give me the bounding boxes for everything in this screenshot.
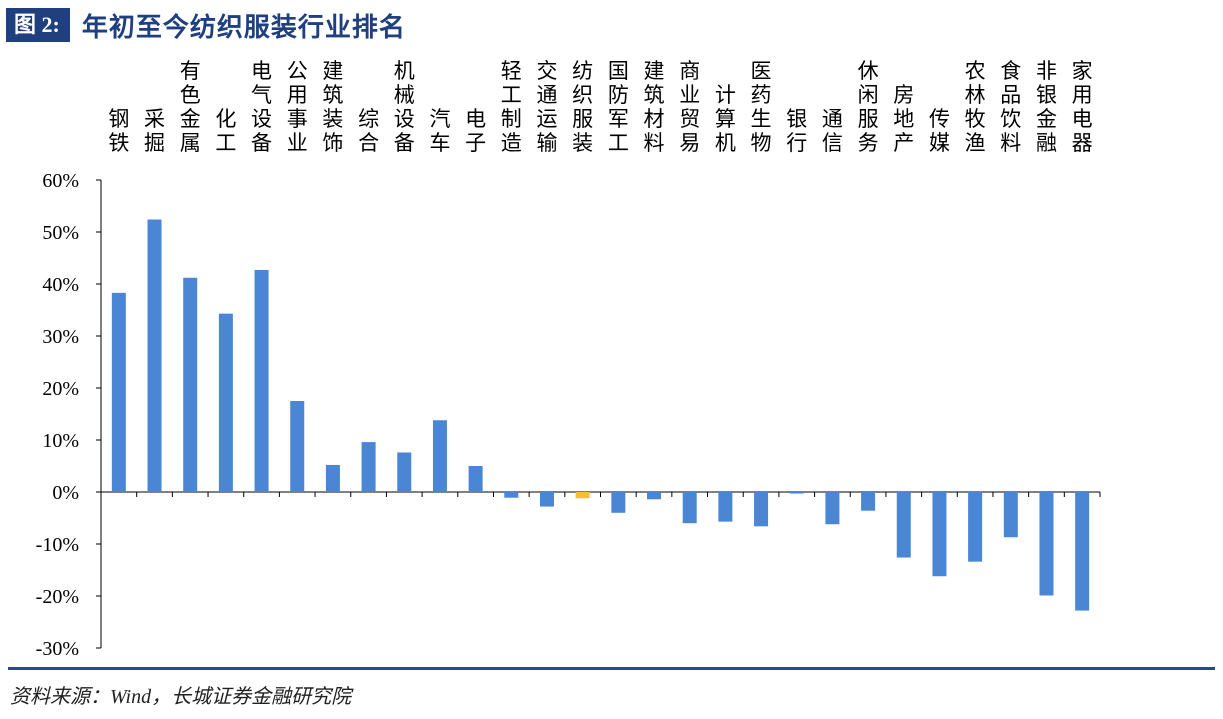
bar-钢铁 [111, 292, 126, 492]
category-label: 国防军工 [608, 59, 629, 155]
category-label: 化工 [215, 107, 236, 155]
bar-化工 [218, 313, 233, 492]
bar-电气设备 [254, 269, 269, 492]
category-label: 休闲服务 [858, 59, 879, 155]
figure-title: 年初至今纺织服装行业排名 [81, 12, 406, 43]
category-label: 电子 [465, 107, 486, 155]
category-label: 商业贸易 [679, 59, 700, 155]
y-tick-label: 20% [42, 378, 79, 400]
category-label: 食品饮料 [1000, 59, 1021, 155]
category-label: 交通运输 [536, 59, 557, 155]
category-label: 计算机 [715, 83, 736, 155]
bar-汽车 [432, 420, 447, 492]
bar-房地产 [896, 492, 911, 558]
bar-休闲服务 [861, 492, 876, 511]
bar-非银金融 [1039, 492, 1054, 596]
bar-纺织服装 [575, 492, 590, 499]
bar-有色金属 [183, 277, 198, 492]
bar-电子 [468, 466, 483, 492]
category-label: 机械设备 [394, 59, 415, 155]
bar-国防军工 [611, 492, 626, 513]
bar-公用事业 [290, 401, 305, 492]
category-label: 钢铁 [108, 107, 129, 155]
category-label: 轻工制造 [501, 59, 522, 155]
bar-机械设备 [397, 452, 412, 492]
bar-银行 [789, 492, 804, 494]
category-label: 汽车 [429, 107, 450, 155]
bar-采掘 [147, 219, 162, 492]
bar-农林牧渔 [968, 492, 983, 562]
category-label: 医药生物 [751, 59, 772, 155]
bar-综合 [361, 442, 376, 492]
category-label: 纺织服装 [572, 59, 593, 155]
bar-食品饮料 [1003, 492, 1018, 538]
y-tick-label: -20% [36, 586, 79, 608]
category-label: 通信 [822, 107, 843, 155]
category-label: 公用事业 [287, 59, 308, 155]
bar-通信 [825, 492, 840, 525]
category-label: 非银金融 [1036, 59, 1057, 155]
figure-label: 图 2: [6, 8, 70, 42]
figure-title-bar: 图 2: 年初至今纺织服装行业排名 [6, 6, 406, 44]
bar-家用电器 [1075, 492, 1090, 611]
y-tick-label: -10% [36, 534, 79, 556]
bar-交通运输 [539, 492, 554, 507]
category-label: 采掘 [144, 107, 165, 155]
y-tick-label: 0% [52, 482, 79, 504]
source-note: 资料来源：Wind，长城证券金融研究院 [10, 686, 352, 708]
y-tick-label: -30% [36, 638, 79, 660]
bar-计算机 [718, 492, 733, 522]
y-tick-label: 10% [42, 430, 79, 452]
bar-医药生物 [754, 492, 769, 527]
category-label: 房地产 [893, 83, 914, 155]
category-label: 建筑材料 [644, 59, 665, 155]
category-label: 有色金属 [180, 59, 201, 155]
bar-建筑材料 [647, 492, 662, 500]
category-label: 家用电器 [1072, 59, 1093, 155]
category-label: 电气设备 [251, 59, 272, 155]
y-tick-label: 60% [42, 170, 79, 192]
category-label: 银行 [786, 107, 807, 155]
footer-divider [8, 667, 1215, 670]
y-tick-label: 40% [42, 274, 79, 296]
bar-建筑装饰 [325, 464, 340, 492]
category-label: 农林牧渔 [965, 59, 986, 155]
y-tick-label: 30% [42, 326, 79, 348]
bar-商业贸易 [682, 492, 697, 524]
bar-传媒 [932, 492, 947, 577]
y-tick-label: 50% [42, 222, 79, 244]
bar-轻工制造 [504, 492, 519, 498]
category-label: 传媒 [929, 107, 950, 155]
category-label: 建筑装饰 [322, 59, 343, 155]
category-label: 综合 [358, 107, 379, 155]
